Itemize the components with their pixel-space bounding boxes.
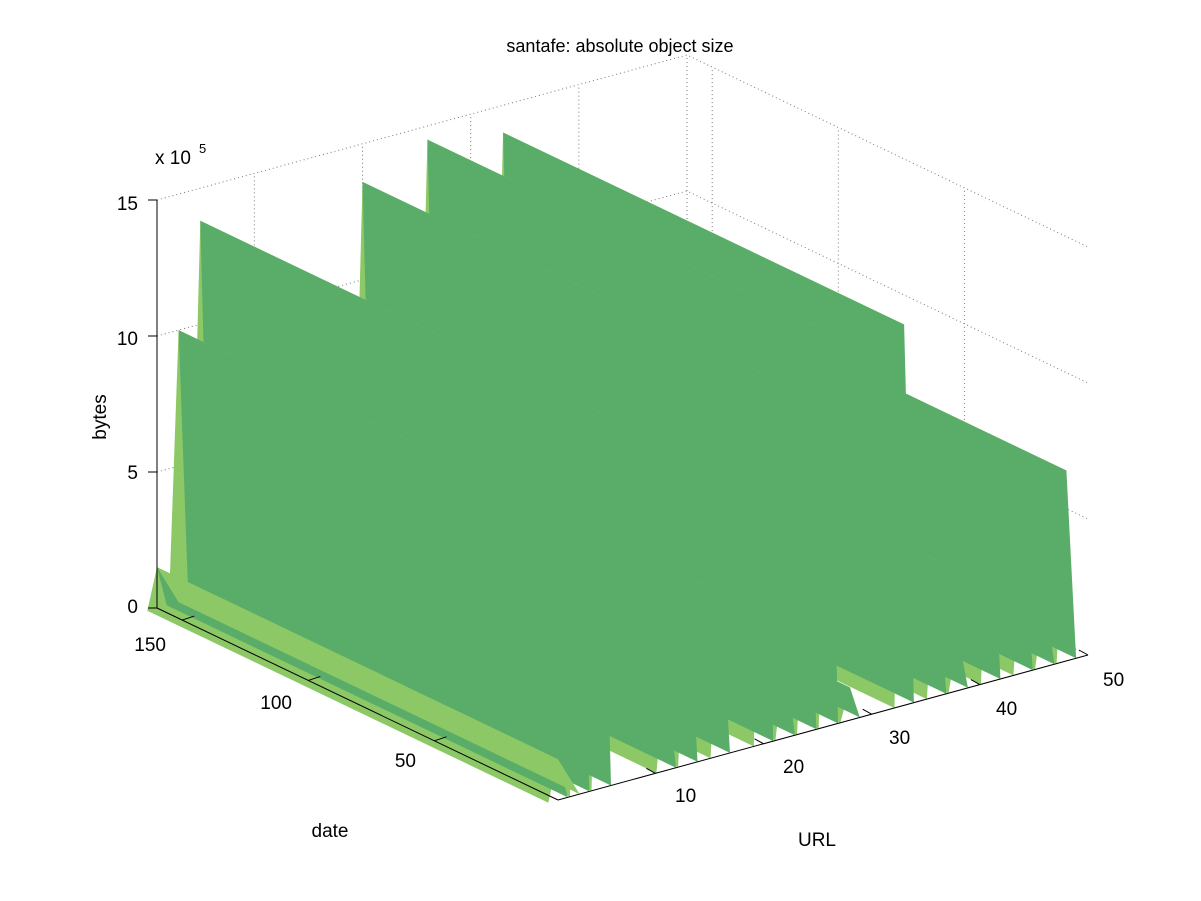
z-axis-label: bytes	[90, 394, 111, 439]
y-tick-label: 150	[134, 635, 166, 656]
y-tick-label: 100	[260, 693, 292, 714]
z-multiplier-exponent: 5	[199, 141, 206, 156]
y-tick	[434, 736, 447, 742]
x-tick	[646, 767, 656, 774]
surface-ridge	[178, 330, 590, 792]
x-axis-label: URL	[798, 830, 836, 851]
x-tick	[970, 679, 981, 686]
y-tick	[308, 675, 321, 681]
url-axis-line	[557, 654, 1089, 801]
y-tick-label: 50	[395, 751, 416, 772]
x-tick	[754, 738, 764, 745]
z-tick-label: 15	[117, 194, 138, 215]
x-tick-label: 10	[675, 786, 696, 807]
surface-mesh	[147, 132, 1077, 803]
x-tick	[1078, 649, 1089, 656]
surface-front-band	[157, 567, 580, 795]
y-tick	[182, 615, 195, 621]
x-tick-label: 50	[1103, 670, 1124, 691]
chart-title: santafe: absolute object size	[506, 36, 733, 56]
z-tick-label: 5	[127, 463, 138, 484]
z-tick-label: 10	[117, 329, 138, 350]
y-axis-label: date	[312, 821, 349, 842]
x-tick	[862, 708, 872, 715]
z-multiplier: x 10	[155, 148, 191, 169]
x-tick-label: 20	[783, 757, 804, 778]
z-tick-label: 0	[127, 597, 138, 618]
x-tick-label: 40	[996, 699, 1017, 720]
date-axis-line	[156, 607, 559, 801]
axes	[156, 200, 1089, 801]
x-tick-label: 30	[889, 728, 910, 749]
ticks	[148, 199, 1089, 774]
